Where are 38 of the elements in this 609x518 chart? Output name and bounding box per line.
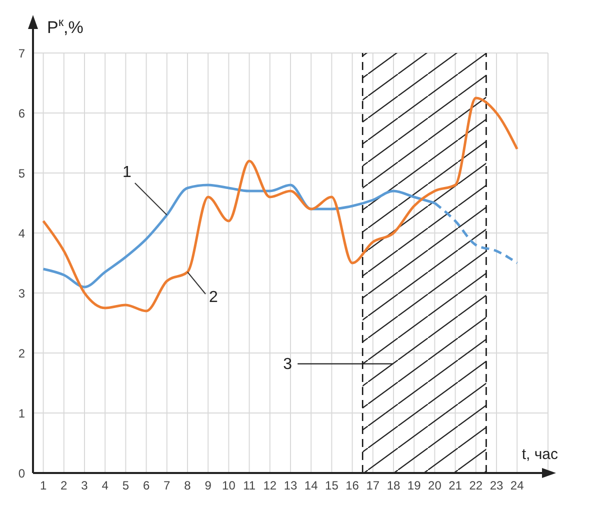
x-tick-label: 12 bbox=[263, 478, 277, 493]
x-tick-label: 21 bbox=[448, 478, 462, 493]
x-tick-label: 13 bbox=[284, 478, 298, 493]
x-tick-label: 2 bbox=[60, 478, 68, 493]
y-tick-label: 3 bbox=[18, 286, 26, 300]
x-tick-label: 5 bbox=[122, 478, 130, 493]
x-axis-title: t, час bbox=[522, 446, 558, 463]
series-label: 2 bbox=[209, 289, 218, 306]
x-tick-label: 20 bbox=[428, 478, 442, 493]
x-tick-label: 6 bbox=[142, 478, 150, 493]
x-tick-label: 24 bbox=[510, 478, 524, 493]
x-tick-label: 4 bbox=[102, 478, 109, 493]
x-tick-label: 7 bbox=[164, 478, 171, 493]
band-label: 3 bbox=[283, 356, 292, 373]
line-series bbox=[42, 96, 518, 312]
y-axis-title: P$^{к}$,% bbox=[47, 15, 84, 37]
x-tick-label: 19 bbox=[407, 478, 422, 493]
x-tick-label: 8 bbox=[184, 478, 192, 493]
y-tick-label: 0 bbox=[18, 466, 26, 480]
x-tick-label: 22 bbox=[469, 478, 483, 493]
x-tick-label: 9 bbox=[204, 478, 212, 493]
text: 1 bbox=[122, 164, 132, 181]
y-tick-label: 4 bbox=[18, 226, 26, 240]
y-tick-label: 7 bbox=[18, 46, 26, 60]
x-tick-label: 23 bbox=[490, 478, 504, 493]
y-tick-label: 6 bbox=[18, 106, 26, 120]
x-tick-label: 1 bbox=[40, 478, 47, 493]
x-tick-label: 16 bbox=[346, 478, 360, 493]
x-tick-label: 18 bbox=[386, 478, 400, 493]
x-tick-label: 15 bbox=[325, 478, 339, 493]
x-tick-label: 17 bbox=[366, 478, 380, 493]
x-tick-label: 11 bbox=[243, 478, 256, 493]
y-tick-label: 1 bbox=[18, 406, 26, 420]
x-tick-label: 3 bbox=[81, 478, 88, 493]
x-tick-label: 14 bbox=[304, 478, 318, 493]
y-tick-label: 2 bbox=[18, 346, 26, 360]
y-tick-label: 5 bbox=[18, 166, 26, 180]
x-tick-label: 10 bbox=[222, 478, 236, 493]
